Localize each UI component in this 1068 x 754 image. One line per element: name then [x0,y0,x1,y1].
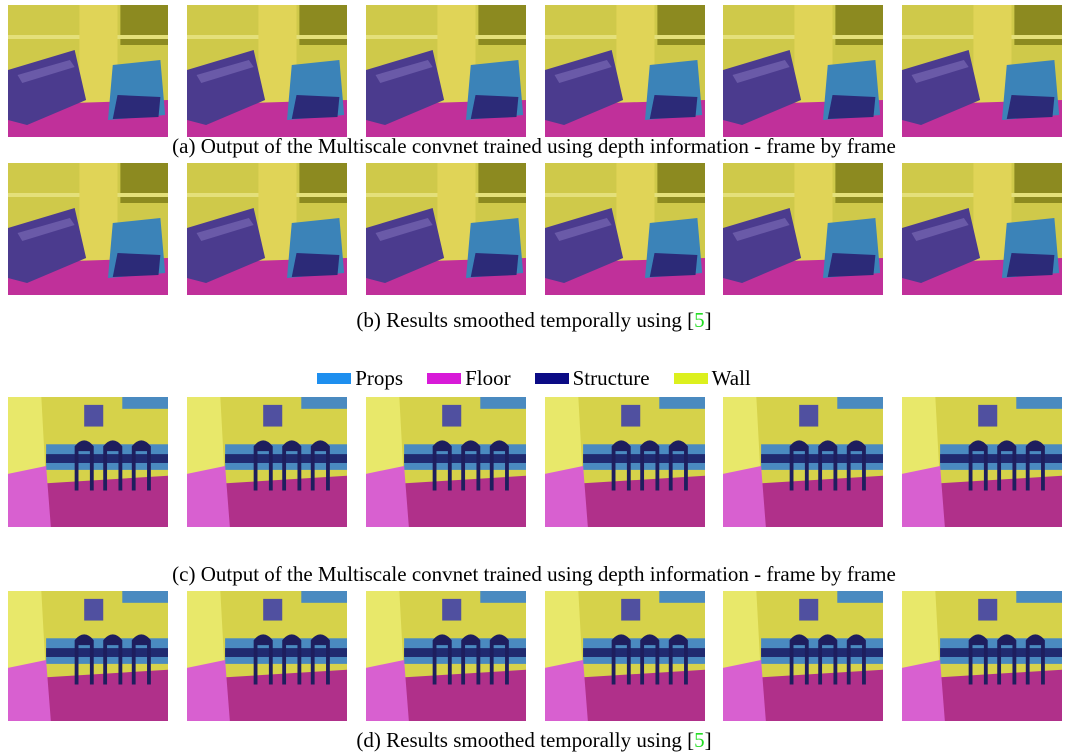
segmentation-frame [723,163,883,295]
caption: (a) Output of the Multiscale convnet tra… [0,134,1068,158]
segmentation-frame [8,5,168,137]
segmentation-frame [187,591,347,721]
legend-label: Props [355,366,404,390]
segmentation-frame [723,397,883,527]
segmentation-frame [366,5,526,137]
legend-item: Structure [534,366,650,390]
segmentation-frame [366,397,526,527]
segmentation-frame [545,397,705,527]
segmentation-frame [8,397,168,527]
caption: (d) Results smoothed temporally using [5… [0,728,1068,752]
segmentation-frame [8,163,168,295]
caption-text: (d) Results smoothed temporally using [ [356,728,695,752]
segmentation-frame [545,591,705,721]
legend-item: Props [317,366,403,390]
segmentation-frame [366,591,526,721]
segmentation-frame [366,163,526,295]
legend-swatch [317,373,352,384]
legend-label: Floor [465,366,511,390]
segmentation-frame [723,5,883,137]
legend: Props Floor Structure Wall [0,366,1068,390]
segmentation-frame [902,591,1062,721]
segmentation-frame [187,5,347,137]
caption-text: (a) Output of the Multiscale convnet tra… [172,134,896,158]
citation: 5 [694,728,705,752]
segmentation-frame [902,163,1062,295]
legend-swatch [673,373,708,384]
segmentation-frame [902,5,1062,137]
legend-swatch [534,373,569,384]
caption-text: ] [704,728,712,752]
segmentation-frame [723,591,883,721]
caption-text: ] [704,308,712,332]
segmentation-frame [187,163,347,295]
citation: 5 [694,308,705,332]
legend-swatch [427,373,462,384]
segmentation-frame [545,5,705,137]
legend-item: Wall [673,366,751,390]
segmentation-frame [545,163,705,295]
caption-text: (b) Results smoothed temporally using [ [356,308,695,332]
legend-item: Floor [427,366,511,390]
caption-text: (c) Output of the Multiscale convnet tra… [172,562,896,586]
segmentation-frame [8,591,168,721]
legend-label: Wall [711,366,751,390]
caption: (b) Results smoothed temporally using [5… [0,308,1068,332]
segmentation-frame [187,397,347,527]
segmentation-frame [902,397,1062,527]
caption: (c) Output of the Multiscale convnet tra… [0,562,1068,586]
legend-label: Structure [572,366,650,390]
